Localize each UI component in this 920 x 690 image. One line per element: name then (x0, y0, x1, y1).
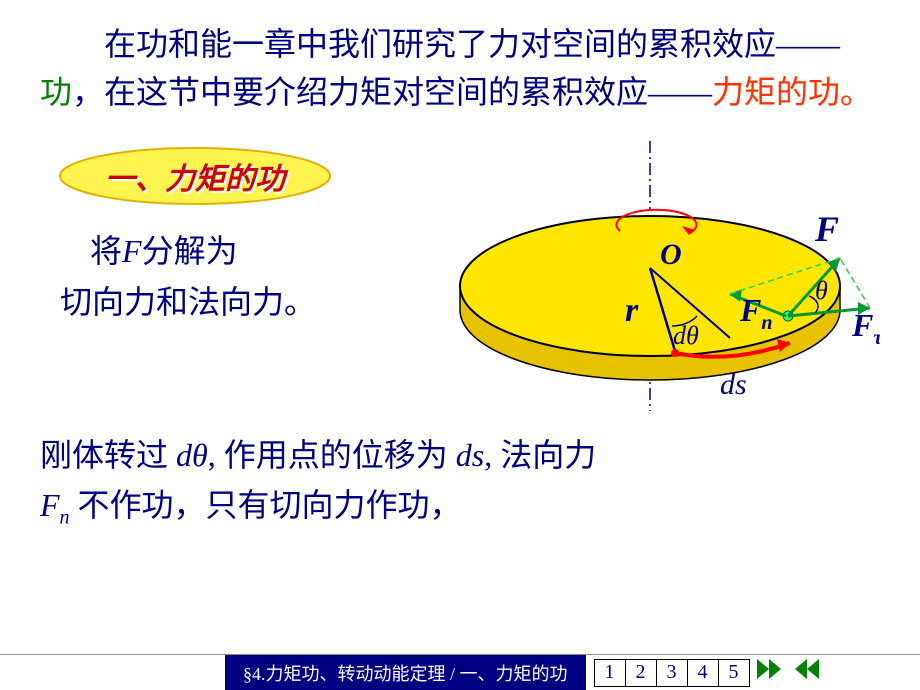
page-3-button[interactable]: 3 (656, 659, 688, 687)
prev-button[interactable] (791, 655, 825, 683)
page-4-button[interactable]: 4 (687, 659, 719, 687)
label-ds: ds (720, 368, 747, 401)
section-left: 一、力矩的功 一、力矩的功 将F分解为 切向力和法向力。 (40, 136, 420, 328)
Fn: Fn (40, 487, 70, 523)
badge-text: 一、力矩的功 一、力矩的功 (55, 146, 335, 206)
t4: 不作功，只有切向力作功， (70, 487, 462, 523)
next-button[interactable] (753, 655, 787, 683)
label-Ftau: Fτ (851, 307, 880, 349)
section-row: 一、力矩的功 一、力矩的功 将F分解为 切向力和法向力。 (40, 136, 880, 416)
section-badge: 一、力矩的功 一、力矩的功 (55, 146, 335, 206)
page-2-button[interactable]: 2 (625, 659, 657, 687)
ds: ds (456, 437, 484, 473)
label-r: r (625, 292, 639, 329)
label-theta: θ (815, 276, 828, 305)
prev-icon (793, 657, 823, 681)
text: 在功和能一章中我们研究了力对空间的累积效应—— (104, 26, 840, 62)
label-O: O (660, 238, 682, 271)
page-number-boxes: 1 2 3 4 5 (594, 655, 749, 690)
label-dtheta: dθ (673, 321, 699, 350)
t3: , 法向力 (484, 437, 596, 473)
page-5-button[interactable]: 5 (718, 659, 750, 687)
t1: 刚体转过 (40, 437, 176, 473)
footer-bar: §4.力矩功、转动动能定理 / 一、力矩的功 1 2 3 4 5 (0, 654, 920, 690)
page-1-button[interactable]: 1 (594, 659, 626, 687)
next-icon (755, 657, 785, 681)
text: ，在这节中要介绍力矩对空间的累积效应—— (72, 74, 712, 110)
dtheta: dθ (176, 437, 208, 473)
text-torque-work: 力矩的功。 (712, 74, 872, 110)
torque-diagram: O r dθ ds (420, 136, 880, 416)
label-F: F (814, 209, 839, 249)
decompose-text: 将F分解为 切向力和法向力。 (40, 226, 420, 328)
footer-label: §4.力矩功、转动动能定理 / 一、力矩的功 (225, 655, 586, 690)
text-work: 功 (40, 74, 72, 110)
line1: 将F分解为 (90, 233, 238, 269)
bottom-paragraph: 刚体转过 dθ, 作用点的位移为 ds, 法向力 Fn 不作功，只有切向力作功， (40, 431, 880, 533)
diagram-svg: O r dθ ds (420, 136, 880, 416)
t2: , 作用点的位移为 (208, 437, 456, 473)
intro-paragraph: 在功和能一章中我们研究了力对空间的累积效应—— 功，在这节中要介绍力矩对空间的累积… (40, 20, 880, 116)
line2: 切向力和法向力。 (60, 277, 420, 328)
slide-content: 在功和能一章中我们研究了力对空间的累积效应—— 功，在这节中要介绍力矩对空间的累积… (0, 0, 920, 533)
